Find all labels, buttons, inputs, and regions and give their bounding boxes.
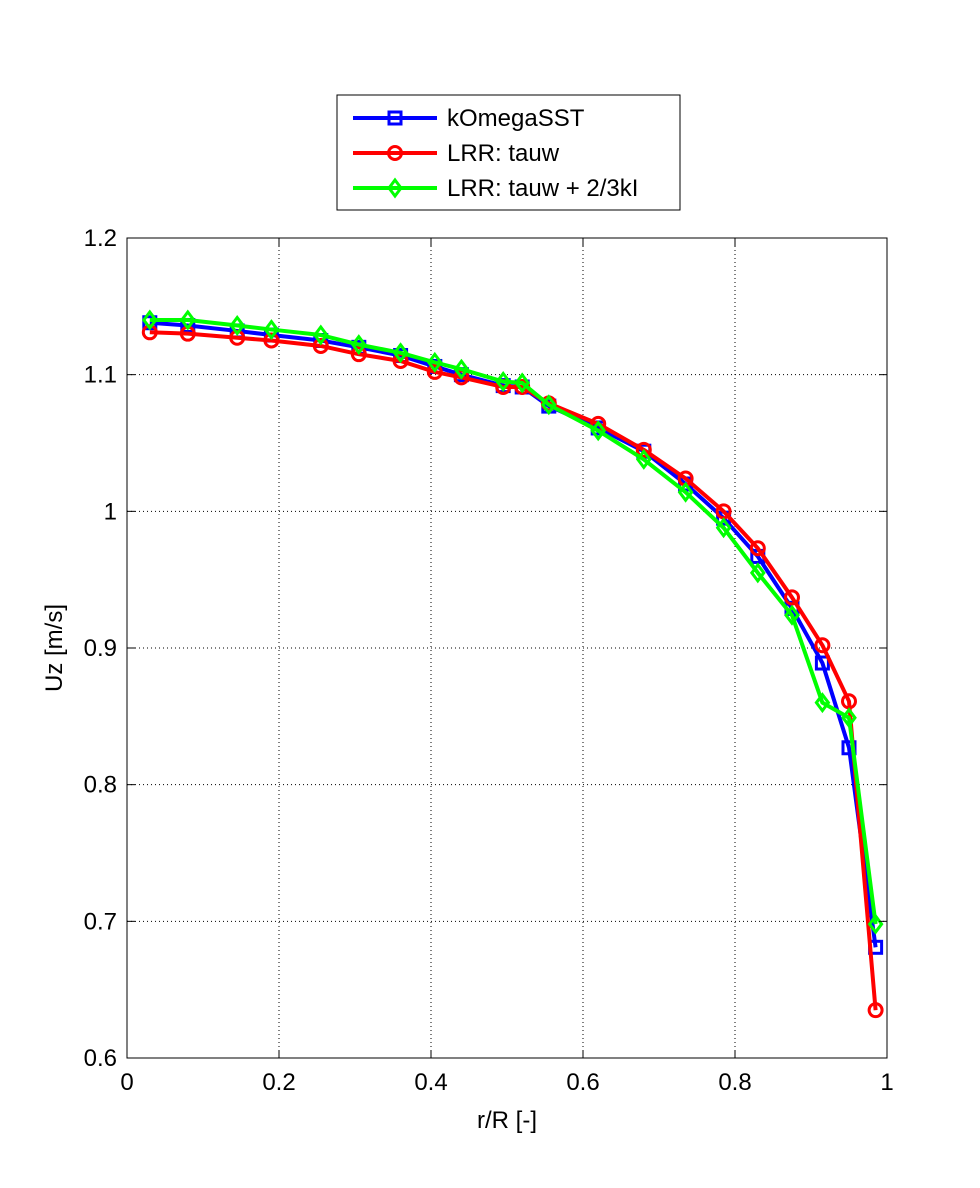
y-tick-label: 0.7 <box>84 908 117 935</box>
legend-marker <box>387 177 403 199</box>
data-point <box>495 371 512 392</box>
y-tick-label: 0.8 <box>84 772 117 799</box>
x-tick-label: 0.8 <box>718 1069 751 1096</box>
data-point <box>590 420 607 442</box>
data-point <box>453 358 470 380</box>
y-tick-label: 1.1 <box>84 362 117 389</box>
y-tick-label: 0.9 <box>84 635 117 662</box>
data-point <box>784 589 800 606</box>
series-line <box>149 318 878 925</box>
data-point <box>715 517 732 539</box>
data-point <box>784 604 800 626</box>
data-point <box>814 692 831 714</box>
data-point <box>867 1002 884 1019</box>
legend-entry: LRR: tauw + 2/3kI <box>353 175 638 202</box>
x-tick-label: 0.4 <box>414 1069 447 1096</box>
data-point <box>312 337 329 354</box>
data-point <box>635 441 652 458</box>
data-point <box>392 342 409 364</box>
data-point <box>841 707 857 729</box>
data-point <box>749 540 766 557</box>
data-point <box>814 637 831 654</box>
x-tick-label: 0.6 <box>566 1069 599 1096</box>
x-tick-label: 0 <box>120 1069 133 1096</box>
y-tick-label: 1 <box>104 498 117 525</box>
legend-entry: LRR: tauw <box>353 140 560 167</box>
y-tick-label: 1.2 <box>84 225 117 252</box>
data-point <box>350 346 367 363</box>
legend: kOmegaSST LRR: tauw LRR: tauw + 2/3kI <box>336 94 681 211</box>
data-point <box>814 655 830 671</box>
data-point <box>350 334 367 356</box>
x-axis-label: r/R [-] <box>477 1107 537 1134</box>
data-point <box>749 562 766 584</box>
grid <box>127 238 887 1058</box>
data-point <box>229 314 246 336</box>
data-point <box>263 332 280 349</box>
y-axis-label: Uz [m/s] <box>41 604 68 692</box>
data-point <box>263 319 280 341</box>
x-tick-label: 0.2 <box>262 1069 295 1096</box>
x-tick-label: 1 <box>880 1069 893 1096</box>
data-point <box>141 309 158 331</box>
ticks: 0 0.2 0.4 0.6 0.8 1 0.6 0.7 0.8 0.9 1 1.1 1.2 <box>84 225 894 1096</box>
data-point <box>426 363 443 380</box>
y-tick-label: 0.6 <box>84 1045 117 1072</box>
data-point <box>426 351 443 373</box>
data-point <box>540 394 557 416</box>
series-layer <box>141 309 884 1019</box>
legend-label: LRR: tauw <box>447 140 560 167</box>
data-point <box>312 324 329 346</box>
data-point <box>514 372 531 394</box>
data-point <box>179 309 196 331</box>
legend-entry: kOmegaSST <box>353 105 585 132</box>
series-line <box>149 330 878 1011</box>
legend-marker <box>387 145 403 161</box>
legend-marker <box>387 110 403 126</box>
legend-label: LRR: tauw + 2/3kI <box>447 175 638 202</box>
series-3 <box>141 309 884 935</box>
legend-label: kOmegaSST <box>447 105 585 132</box>
data-point <box>677 481 694 503</box>
data-point <box>635 448 652 470</box>
